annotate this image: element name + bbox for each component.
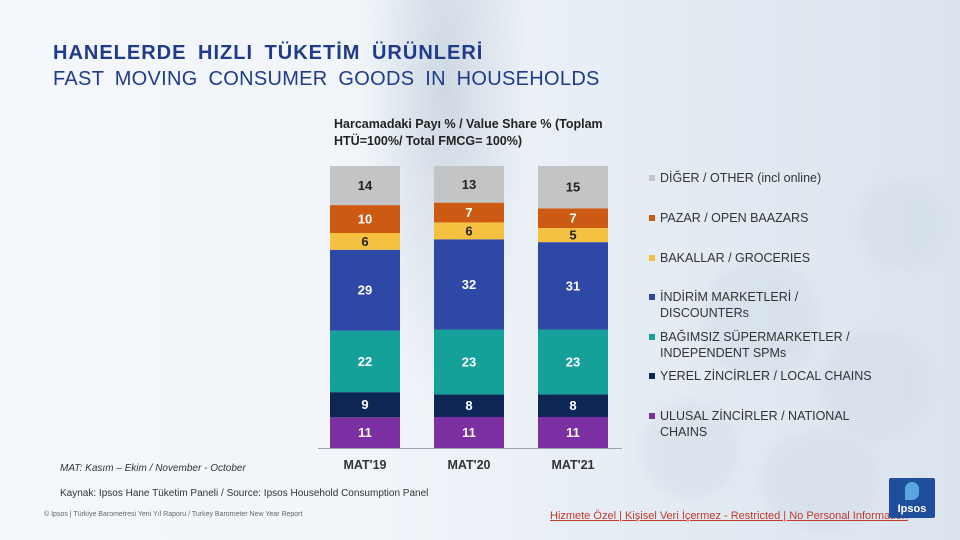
bar-segment bbox=[330, 249, 400, 331]
logo-text: Ipsos bbox=[897, 503, 927, 515]
bar-segment bbox=[538, 228, 608, 243]
legend-item: ULUSAL ZİNCİRLER / NATIONAL CHAINS bbox=[649, 408, 889, 440]
category-label: MAT'21 bbox=[551, 458, 594, 472]
data-label: 10 bbox=[358, 212, 372, 227]
legend-label: İNDİRİM MARKETLERİ / DISCOUNTERs bbox=[660, 290, 799, 320]
bar-segment bbox=[330, 417, 400, 448]
legend-label: BAĞIMSIZ SÜPERMARKETLER / INDEPENDENT SP… bbox=[660, 330, 850, 360]
data-label: 11 bbox=[462, 425, 476, 440]
category-label: MAT'19 bbox=[343, 458, 386, 472]
bar-segment bbox=[434, 416, 504, 448]
bar-segment bbox=[434, 239, 504, 330]
page-title: HANELERDE HIZLI TÜKETİM ÜRÜNLERİ bbox=[53, 42, 484, 64]
bar-segment bbox=[434, 329, 504, 395]
data-label: 23 bbox=[462, 354, 476, 369]
category-label: MAT'20 bbox=[447, 458, 490, 472]
legend-swatch bbox=[649, 294, 655, 300]
page-subtitle: FAST MOVING CONSUMER GOODS IN HOUSEHOLDS bbox=[53, 68, 600, 90]
legend-item: BAĞIMSIZ SÜPERMARKETLER / INDEPENDENT SP… bbox=[649, 329, 889, 361]
legend-item: YEREL ZİNCİRLER / LOCAL CHAINS bbox=[649, 368, 872, 384]
copyright-note: © Ipsos | Türkiye Barometresi Yeni Yıl R… bbox=[44, 511, 303, 518]
data-label: 9 bbox=[361, 397, 368, 412]
data-label: 23 bbox=[566, 354, 580, 369]
source-note: Kaynak: Ipsos Hane Tüketim Paneli / Sour… bbox=[60, 488, 429, 499]
legend-label: BAKALLAR / GROCERIES bbox=[660, 251, 811, 265]
data-label: 8 bbox=[465, 398, 472, 413]
legend-swatch bbox=[649, 215, 655, 221]
data-label: 8 bbox=[569, 398, 576, 413]
data-label: 31 bbox=[566, 278, 580, 293]
bar-segment bbox=[538, 329, 608, 395]
data-label: 11 bbox=[566, 425, 580, 440]
legend-item: BAKALLAR / GROCERIES bbox=[649, 250, 810, 266]
legend-label: DİĞER / OTHER (incl online) bbox=[660, 171, 822, 185]
data-label: 13 bbox=[462, 177, 476, 192]
data-label: 5 bbox=[569, 228, 576, 243]
bar-segment bbox=[538, 416, 608, 448]
legend-swatch bbox=[649, 413, 655, 419]
bar-segment bbox=[538, 208, 608, 229]
data-label: 22 bbox=[358, 354, 372, 369]
data-label: 6 bbox=[465, 223, 472, 238]
data-label: 7 bbox=[465, 205, 472, 220]
data-label: 11 bbox=[358, 425, 372, 440]
bar-segment bbox=[330, 166, 400, 206]
legend-item: PAZAR / OPEN BAAZARS bbox=[649, 210, 808, 226]
bar-segment bbox=[330, 392, 400, 418]
data-label: 6 bbox=[361, 234, 368, 249]
legend-swatch bbox=[649, 334, 655, 340]
legend-label: PAZAR / OPEN BAAZARS bbox=[660, 211, 809, 225]
bar-segment bbox=[538, 394, 608, 417]
legend-swatch bbox=[649, 255, 655, 261]
legend-swatch bbox=[649, 373, 655, 379]
bar-segment bbox=[434, 394, 504, 417]
data-label: 7 bbox=[569, 211, 576, 226]
bar-segment bbox=[330, 205, 400, 234]
bar-segment bbox=[538, 242, 608, 330]
bar-segment bbox=[330, 233, 400, 250]
bar-segment bbox=[434, 202, 504, 223]
mat-note: MAT: Kasım – Ekim / November - October bbox=[60, 463, 246, 474]
bar-segment bbox=[538, 166, 608, 209]
legend-label: YEREL ZİNCİRLER / LOCAL CHAINS bbox=[660, 369, 872, 383]
legend-item: İNDİRİM MARKETLERİ / DISCOUNTERs bbox=[649, 289, 889, 321]
data-label: 14 bbox=[358, 178, 373, 193]
bar-segment bbox=[434, 222, 504, 240]
legend-swatch bbox=[649, 175, 655, 181]
legend-label: ULUSAL ZİNCİRLER / NATIONAL CHAINS bbox=[660, 409, 850, 439]
restricted-link[interactable]: Hizmete Özel | Kişisel Veri İçermez - Re… bbox=[550, 510, 908, 522]
bar-segment bbox=[434, 166, 504, 203]
legend-item: DİĞER / OTHER (incl online) bbox=[649, 170, 821, 186]
ipsos-logo: Ipsos bbox=[889, 478, 935, 518]
data-label: 29 bbox=[358, 283, 372, 298]
chart-title: Harcamadaki Payı % / Value Share % (Topl… bbox=[334, 117, 603, 148]
data-label: 15 bbox=[566, 180, 580, 195]
bar-segment bbox=[330, 330, 400, 393]
logo-mark-icon bbox=[905, 482, 919, 500]
data-label: 32 bbox=[462, 277, 476, 292]
